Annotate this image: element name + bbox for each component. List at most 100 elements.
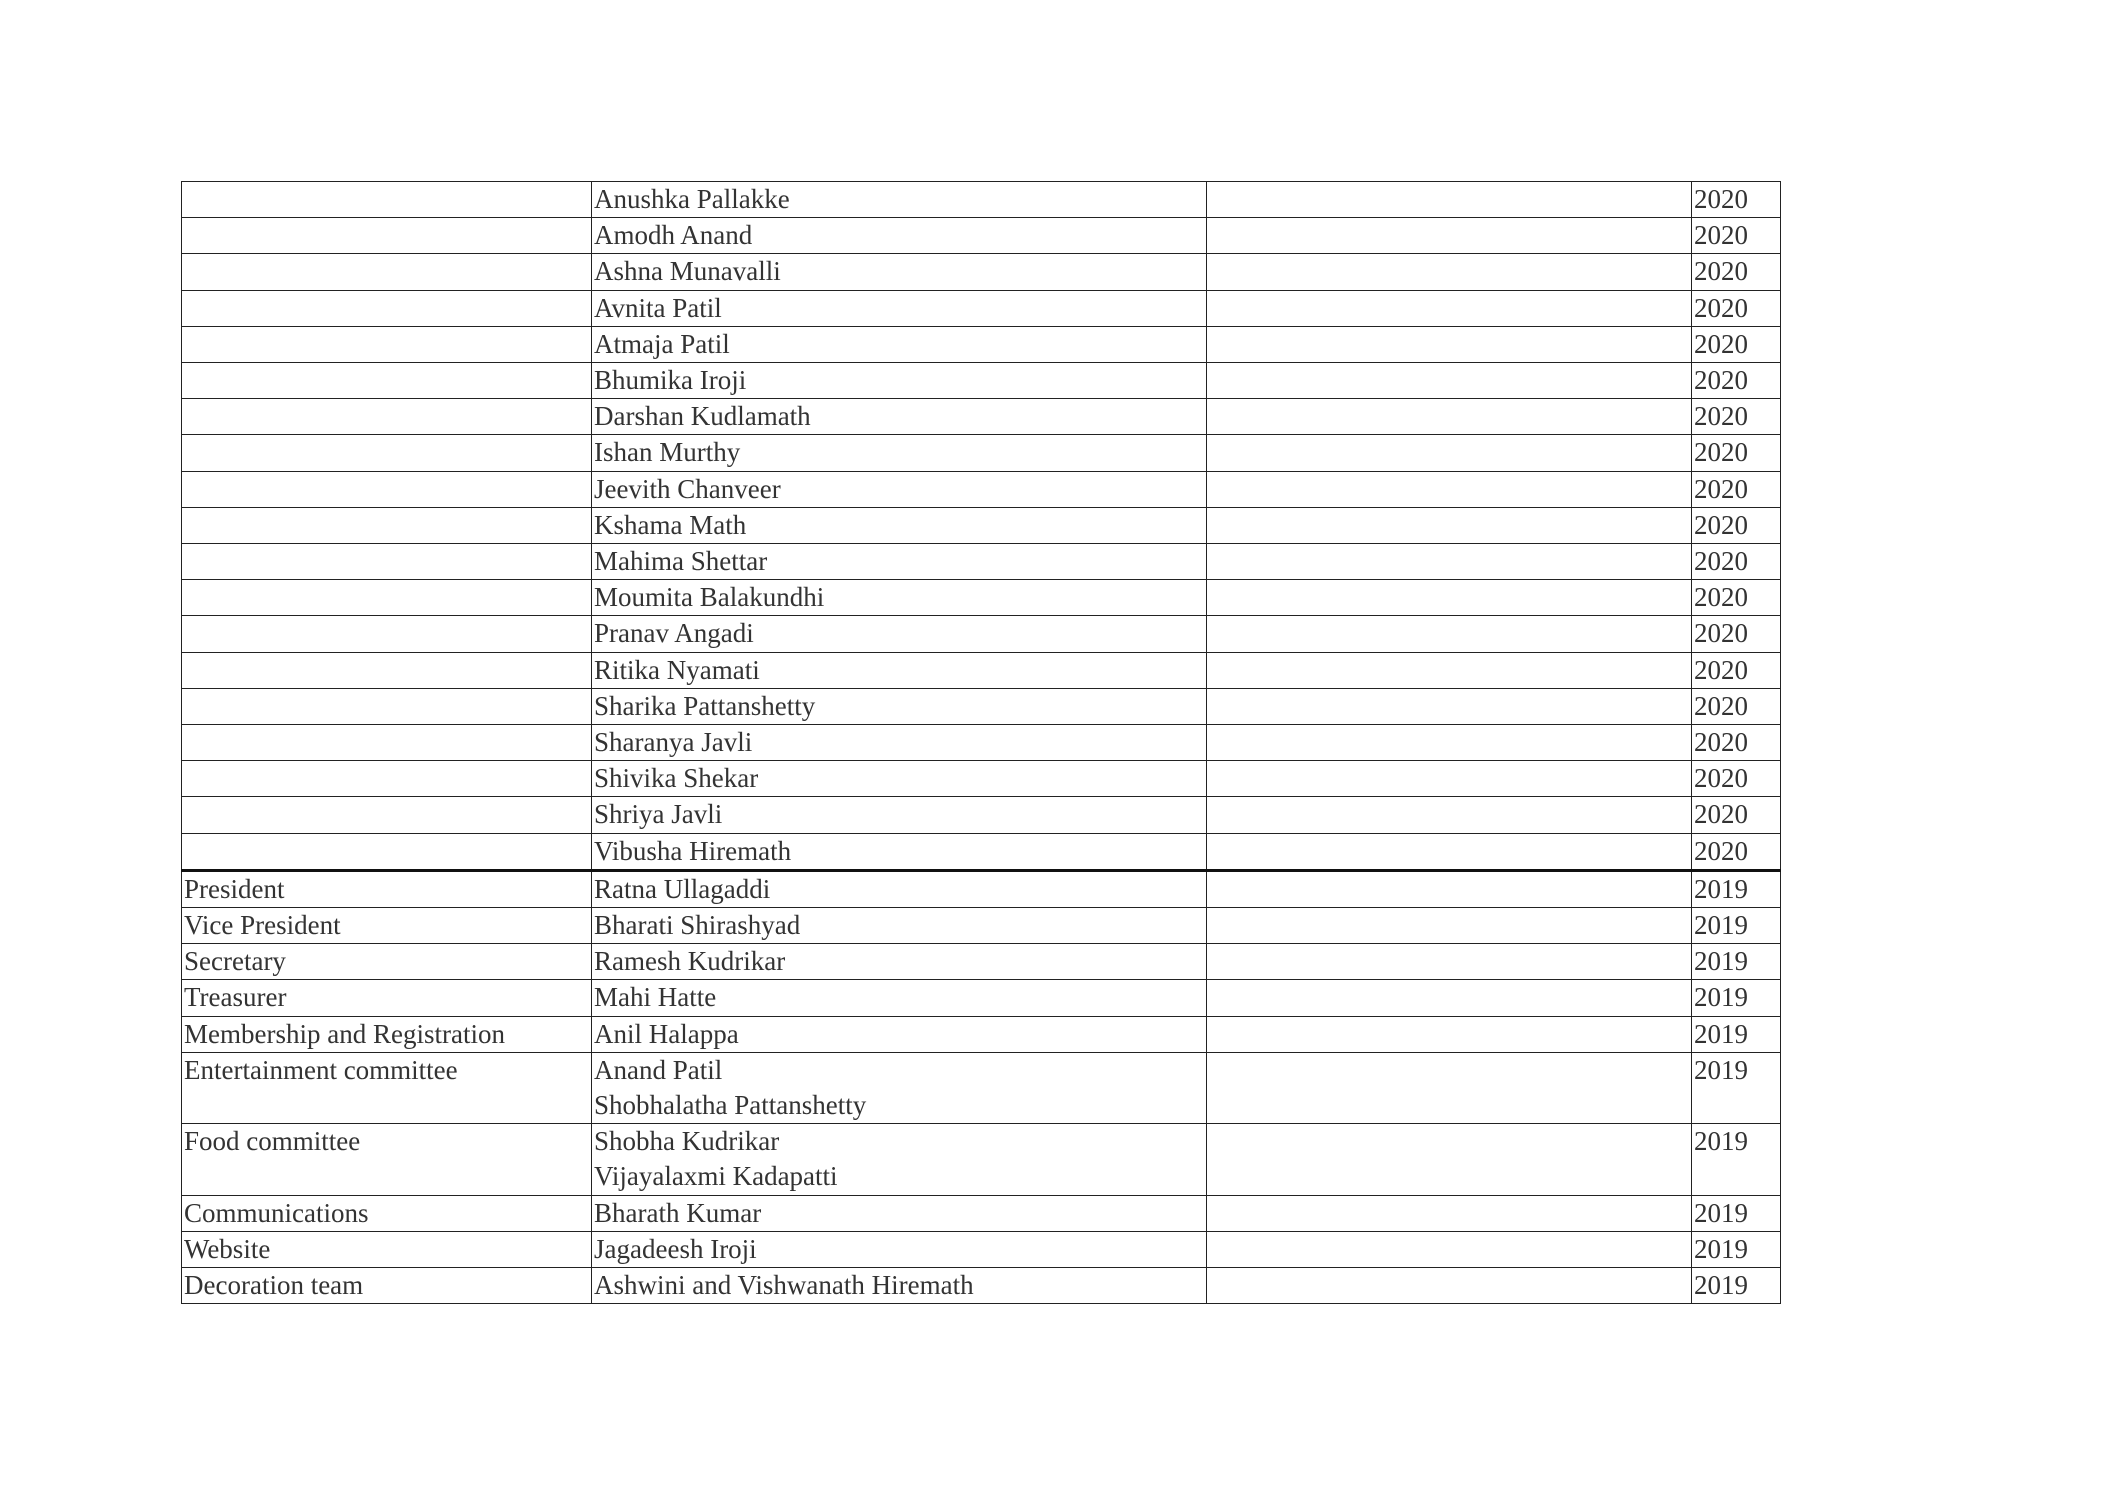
- notes-cell: [1206, 579, 1692, 617]
- role-cell: [181, 760, 592, 798]
- member-name: Ashna Munavalli: [594, 256, 781, 287]
- year-cell: 2020: [1691, 651, 1781, 689]
- table-row: Sharika Pattanshetty 2020: [181, 687, 1781, 726]
- member-name: Shriya Javli: [594, 799, 723, 830]
- names-cell: Shriya Javli: [591, 796, 1207, 834]
- table-row: Secretary Ramesh Kudrikar 2019: [181, 943, 1781, 981]
- member-name: Ritika Nyamati: [594, 654, 760, 685]
- names-cell: Bhumika Iroji: [591, 362, 1207, 400]
- names-cell: Amodh Anand: [591, 217, 1207, 255]
- notes-cell: [1206, 687, 1692, 726]
- notes-cell: [1206, 253, 1692, 291]
- role-cell: Vice President: [181, 907, 592, 945]
- member-name: Ratna Ullagaddi: [594, 873, 771, 904]
- role-cell: [181, 796, 592, 834]
- role-cell: Website: [181, 1230, 592, 1269]
- names-cell: Ashna Munavalli: [591, 253, 1207, 291]
- member-name: Pranav Angadi: [594, 618, 754, 649]
- members-table: Anushka Pallakke 2020 Amodh Anand 2020 Ashna…: [181, 180, 1781, 1305]
- member-name: Mahima Shettar: [594, 546, 768, 577]
- year-cell: 2020: [1691, 724, 1781, 762]
- role-cell: President: [181, 869, 592, 909]
- role-cell: Food committee: [181, 1123, 592, 1196]
- member-name: Sharanya Javli: [594, 727, 753, 758]
- table-row: Mahima Shettar 2020: [181, 543, 1781, 581]
- member-name: Vibusha Hiremath: [594, 835, 792, 866]
- role-cell: [181, 362, 592, 400]
- notes-cell: [1206, 1267, 1692, 1305]
- names-cell: Ritika Nyamati: [591, 651, 1207, 689]
- role-cell: [181, 687, 592, 726]
- names-cell: Vibusha Hiremath: [591, 832, 1207, 872]
- table-row: Vibusha Hiremath 2020: [181, 832, 1781, 872]
- table-row: Decoration team Ashwini and Vishwanath Hi…: [181, 1267, 1781, 1305]
- notes-cell: [1206, 943, 1692, 981]
- table-row: Membership and Registration Anil Halappa 2…: [181, 1015, 1781, 1053]
- names-cell: Avnita Patil: [591, 289, 1207, 327]
- member-name: Amodh Anand: [594, 220, 753, 251]
- member-name: Vijayalaxmi Kadapatti: [594, 1161, 838, 1192]
- table-row: Ishan Murthy 2020: [181, 434, 1781, 472]
- role-cell: [181, 543, 592, 581]
- names-cell: Sharika Pattanshetty: [591, 687, 1207, 726]
- table-row: Treasurer Mahi Hatte 2019: [181, 979, 1781, 1017]
- notes-cell: [1206, 398, 1692, 436]
- role-cell: [181, 506, 592, 545]
- member-name: Avnita Patil: [594, 292, 722, 323]
- member-name: Jagadeesh Iroji: [594, 1233, 757, 1264]
- year-cell: 2019: [1691, 1230, 1781, 1269]
- table-row: Avnita Patil 2020: [181, 289, 1781, 327]
- year-cell: 2020: [1691, 470, 1781, 508]
- year-cell: 2019: [1691, 1123, 1781, 1196]
- notes-cell: [1206, 615, 1692, 653]
- names-cell: Sharanya Javli: [591, 724, 1207, 762]
- year-cell: 2020: [1691, 289, 1781, 327]
- year-cell: 2020: [1691, 687, 1781, 726]
- notes-cell: [1206, 180, 1692, 219]
- member-name: Ramesh Kudrikar: [594, 946, 786, 977]
- role-cell: [181, 289, 592, 327]
- role-cell: [181, 832, 592, 872]
- notes-cell: [1206, 651, 1692, 689]
- role-cell: Decoration team: [181, 1267, 592, 1305]
- notes-cell: [1206, 979, 1692, 1017]
- notes-cell: [1206, 1230, 1692, 1269]
- table-row: Anushka Pallakke 2020: [181, 180, 1781, 219]
- notes-cell: [1206, 760, 1692, 798]
- role-cell: [181, 325, 592, 364]
- notes-cell: [1206, 325, 1692, 364]
- year-cell: 2019: [1691, 1194, 1781, 1232]
- year-cell: 2020: [1691, 253, 1781, 291]
- member-name: Shobha Kudrikar: [594, 1126, 780, 1157]
- year-cell: 2019: [1691, 1051, 1781, 1125]
- year-cell: 2019: [1691, 1267, 1781, 1305]
- notes-cell: [1206, 543, 1692, 581]
- role-cell: [181, 724, 592, 762]
- table-row: Moumita Balakundhi 2020: [181, 579, 1781, 617]
- notes-cell: [1206, 506, 1692, 545]
- member-name: Shivika Shekar: [594, 763, 759, 794]
- names-cell: Anushka Pallakke: [591, 180, 1207, 219]
- role-cell: Treasurer: [181, 979, 592, 1017]
- table-row: Amodh Anand 2020: [181, 217, 1781, 255]
- member-name: Shobhalatha Pattanshetty: [594, 1090, 867, 1121]
- member-name: Bharati Shirashyad: [594, 910, 801, 941]
- names-cell: Bharath Kumar: [591, 1194, 1207, 1232]
- member-name: Atmaja Patil: [594, 328, 730, 359]
- table-row: Food committee Shobha Kudrikar Vijayalaxmi…: [181, 1123, 1781, 1196]
- year-cell: 2019: [1691, 979, 1781, 1017]
- notes-cell: [1206, 434, 1692, 472]
- role-cell: Membership and Registration: [181, 1015, 592, 1053]
- year-cell: 2020: [1691, 325, 1781, 364]
- notes-cell: [1206, 289, 1692, 327]
- role-cell: Communications: [181, 1194, 592, 1232]
- role-cell: [181, 180, 592, 219]
- table-row: Ashna Munavalli 2020: [181, 253, 1781, 291]
- year-cell: 2020: [1691, 217, 1781, 255]
- members-table-body: Anushka Pallakke 2020 Amodh Anand 2020 Ashna…: [181, 180, 1781, 1305]
- names-cell: Ramesh Kudrikar: [591, 943, 1207, 981]
- table-row: Kshama Math 2020: [181, 506, 1781, 545]
- table-row: Bhumika Iroji 2020: [181, 362, 1781, 400]
- member-name: Kshama Math: [594, 509, 747, 540]
- member-name: Bharath Kumar: [594, 1197, 762, 1228]
